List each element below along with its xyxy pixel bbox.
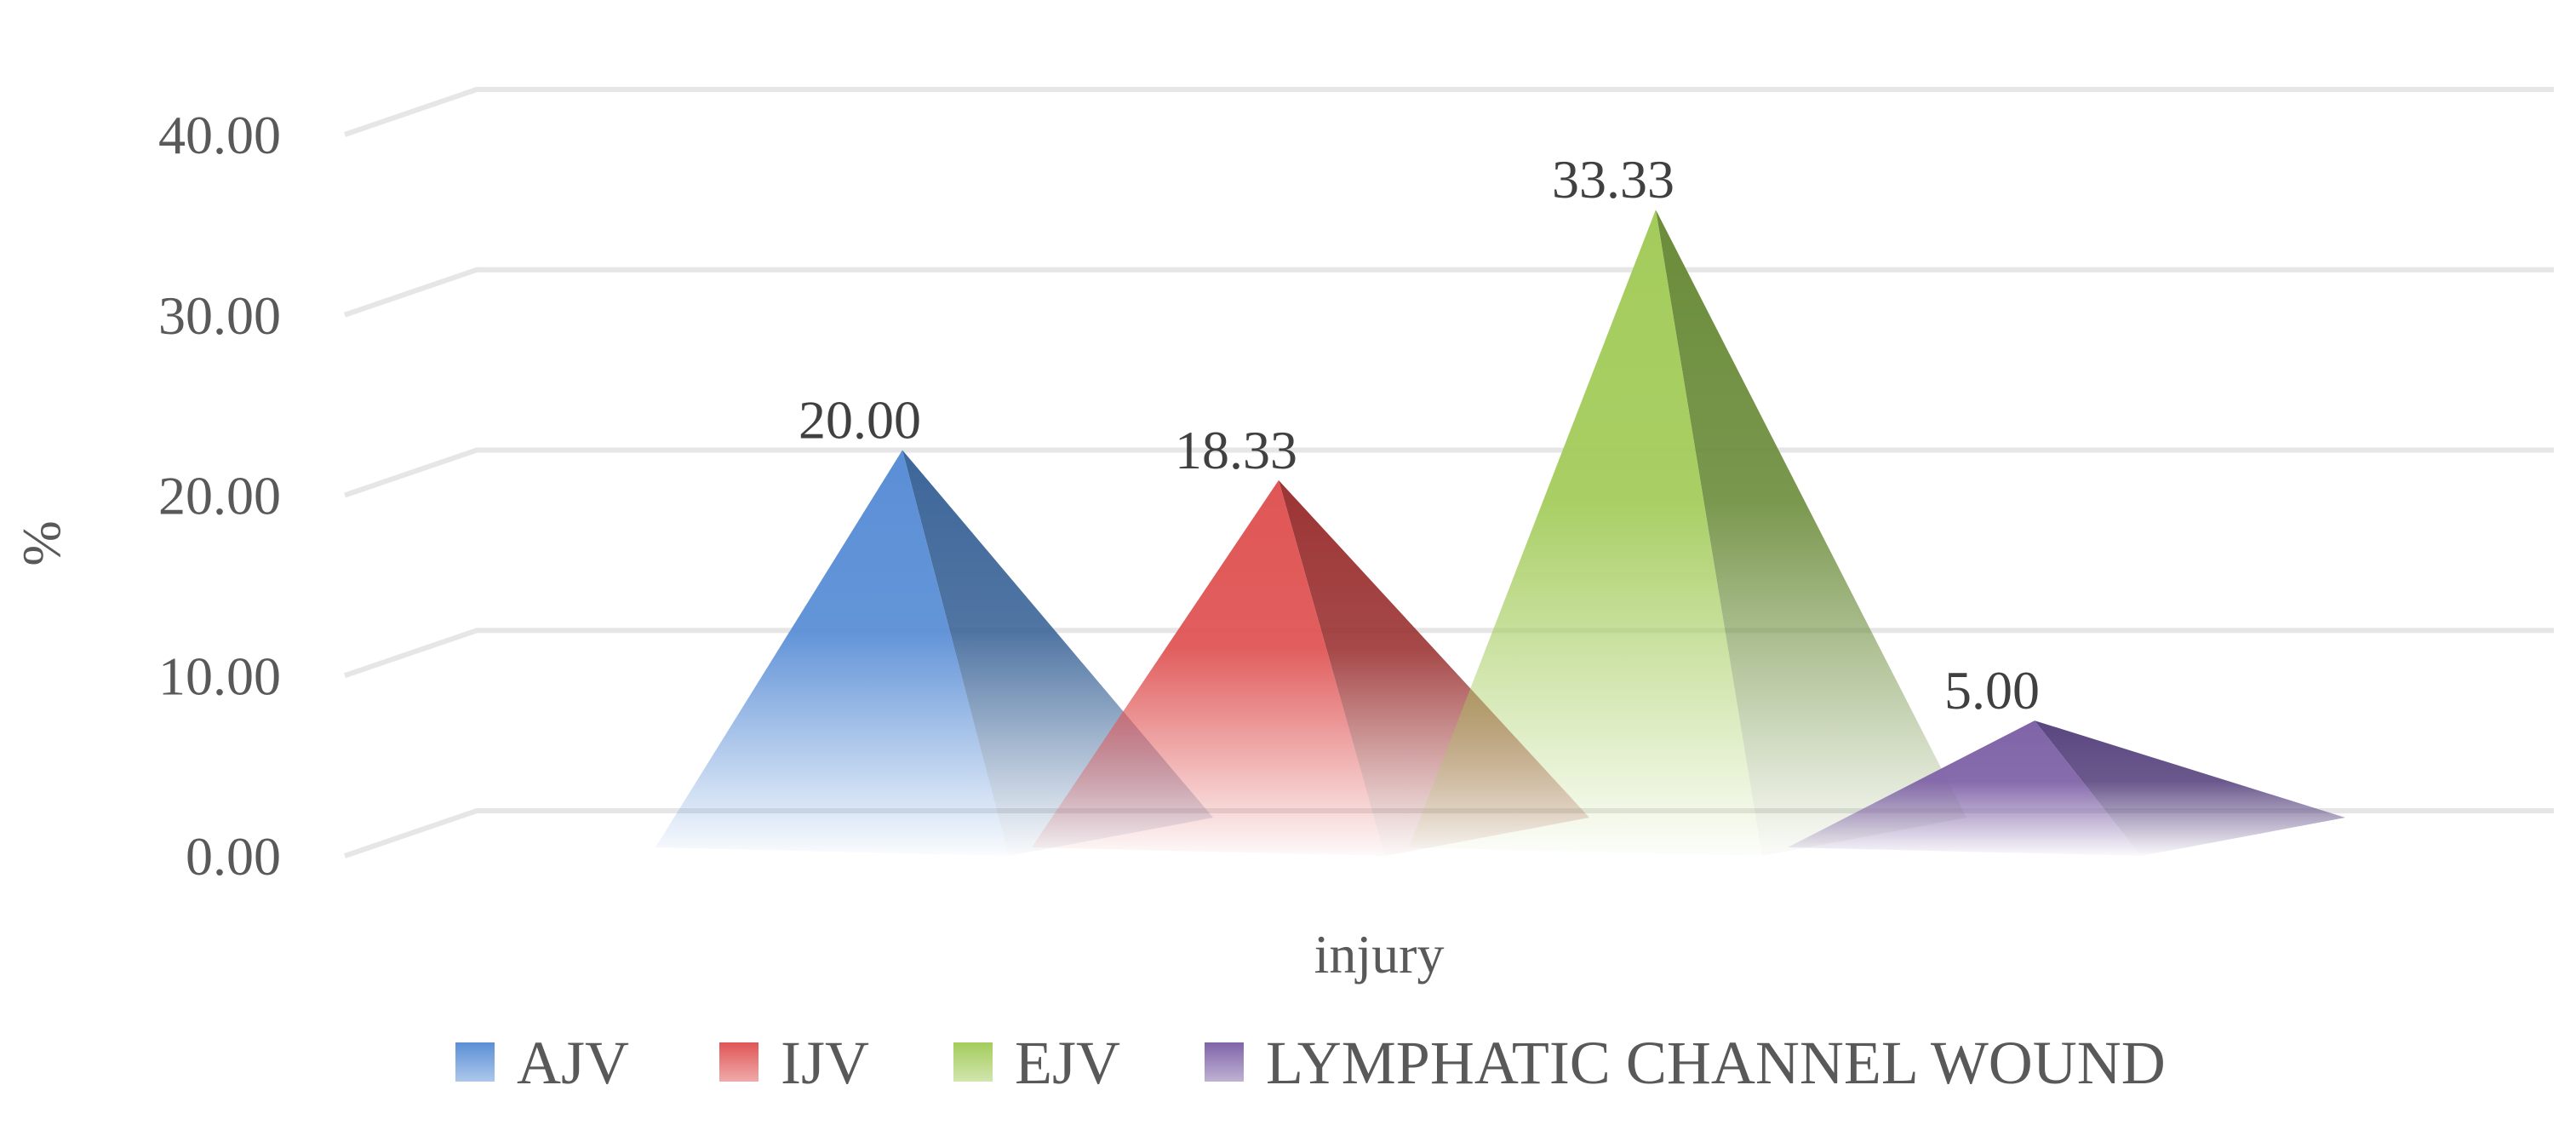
legend-item: LYMPHATIC CHANNEL WOUND [1205, 1029, 2166, 1097]
legend-label: EJV [1015, 1029, 1120, 1097]
data-label: 5.00 [1944, 660, 2040, 721]
pyramid-side-face [1656, 210, 1966, 856]
pyramid-front-face [1409, 210, 1762, 856]
data-labels: 20.00 18.33 33.33 5.00 [799, 149, 2040, 721]
legend: AJV IJV EJV LYMPHATIC CHANNEL WOUND [455, 1029, 2166, 1097]
pyramid-ejv [1409, 210, 1966, 856]
pyramid-front-face [1788, 721, 2141, 856]
pyramid-front-face [1032, 479, 1385, 856]
y-tick-label: 30.00 [158, 285, 281, 346]
legend-swatch [719, 1042, 758, 1082]
legend-item: AJV [455, 1029, 629, 1097]
legend-swatch [1205, 1042, 1244, 1082]
y-tick-label: 0.00 [186, 826, 281, 887]
gridline [344, 87, 2554, 137]
pyramid-front-face [655, 450, 1009, 856]
legend-label: LYMPHATIC CHANNEL WOUND [1266, 1029, 2166, 1097]
x-axis-title: injury [1314, 924, 1445, 985]
legend-swatch [953, 1042, 993, 1082]
legend-label: IJV [781, 1029, 869, 1097]
data-label: 18.33 [1175, 420, 1297, 480]
y-axis-ticks: 0.00 10.00 20.00 30.00 40.00 [158, 105, 281, 887]
legend-item: EJV [953, 1029, 1120, 1097]
y-tick-label: 10.00 [158, 646, 281, 706]
legend-label: AJV [517, 1029, 629, 1097]
data-label: 20.00 [799, 390, 921, 451]
pyramids [655, 210, 2345, 856]
gridline [344, 267, 2554, 318]
legend-swatch [455, 1042, 495, 1082]
y-tick-label: 20.00 [158, 466, 281, 526]
y-axis-title: % [11, 520, 72, 566]
legend-item: IJV [719, 1029, 869, 1097]
gridline [344, 447, 2554, 498]
pyramid-side-face [2035, 721, 2345, 856]
y-tick-label: 40.00 [158, 105, 281, 165]
data-label: 33.33 [1552, 149, 1674, 210]
pyramid-lymphatic-channel-wound [1788, 721, 2345, 856]
